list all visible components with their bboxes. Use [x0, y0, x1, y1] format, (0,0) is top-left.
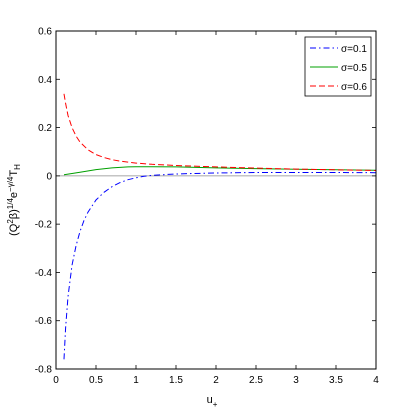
y-tick-label: 0.2	[38, 123, 52, 134]
x-tick-label: 0	[53, 375, 59, 386]
legend-label-1: σ=0.5	[341, 63, 367, 74]
y-tick-label: -0.2	[35, 220, 53, 231]
y-tick-label: 0.6	[38, 27, 52, 38]
legend-label-0: σ=0.1	[341, 44, 367, 55]
y-tick-label: 0.4	[38, 75, 52, 86]
x-axis-label-subscript: +	[213, 400, 218, 409]
x-tick-label: 3	[293, 375, 299, 386]
y-axis-ticks: -0.8 -0.6 -0.4 -0.2 0 0.2 0.4 0.6	[35, 27, 376, 376]
x-tick-label: 0.5	[89, 375, 103, 386]
x-tick-label: 3.5	[329, 375, 343, 386]
x-tick-label: 1.5	[169, 375, 183, 386]
x-tick-label: 1	[133, 375, 139, 386]
y-axis-label: (Q2β)1/4e−γ/4TH	[6, 164, 22, 236]
legend: σ=0.1 σ=0.5 σ=0.6	[304, 36, 372, 97]
series-line-0	[63, 172, 377, 360]
legend-label-2: σ=0.6	[341, 82, 367, 93]
y-tick-label: 0	[46, 171, 52, 182]
y-tick-label: -0.4	[35, 268, 53, 279]
x-tick-label: 4	[373, 375, 379, 386]
series-lines	[63, 93, 377, 360]
x-axis-label: u+	[207, 394, 218, 409]
x-tick-label: 2.5	[249, 375, 263, 386]
y-tick-label: -0.8	[35, 365, 53, 376]
y-tick-label: -0.6	[35, 316, 53, 327]
x-tick-label: 2	[213, 375, 219, 386]
x-axis-ticks: 0 0.5 1 1.5 2 2.5 3 3.5 4	[53, 31, 379, 386]
